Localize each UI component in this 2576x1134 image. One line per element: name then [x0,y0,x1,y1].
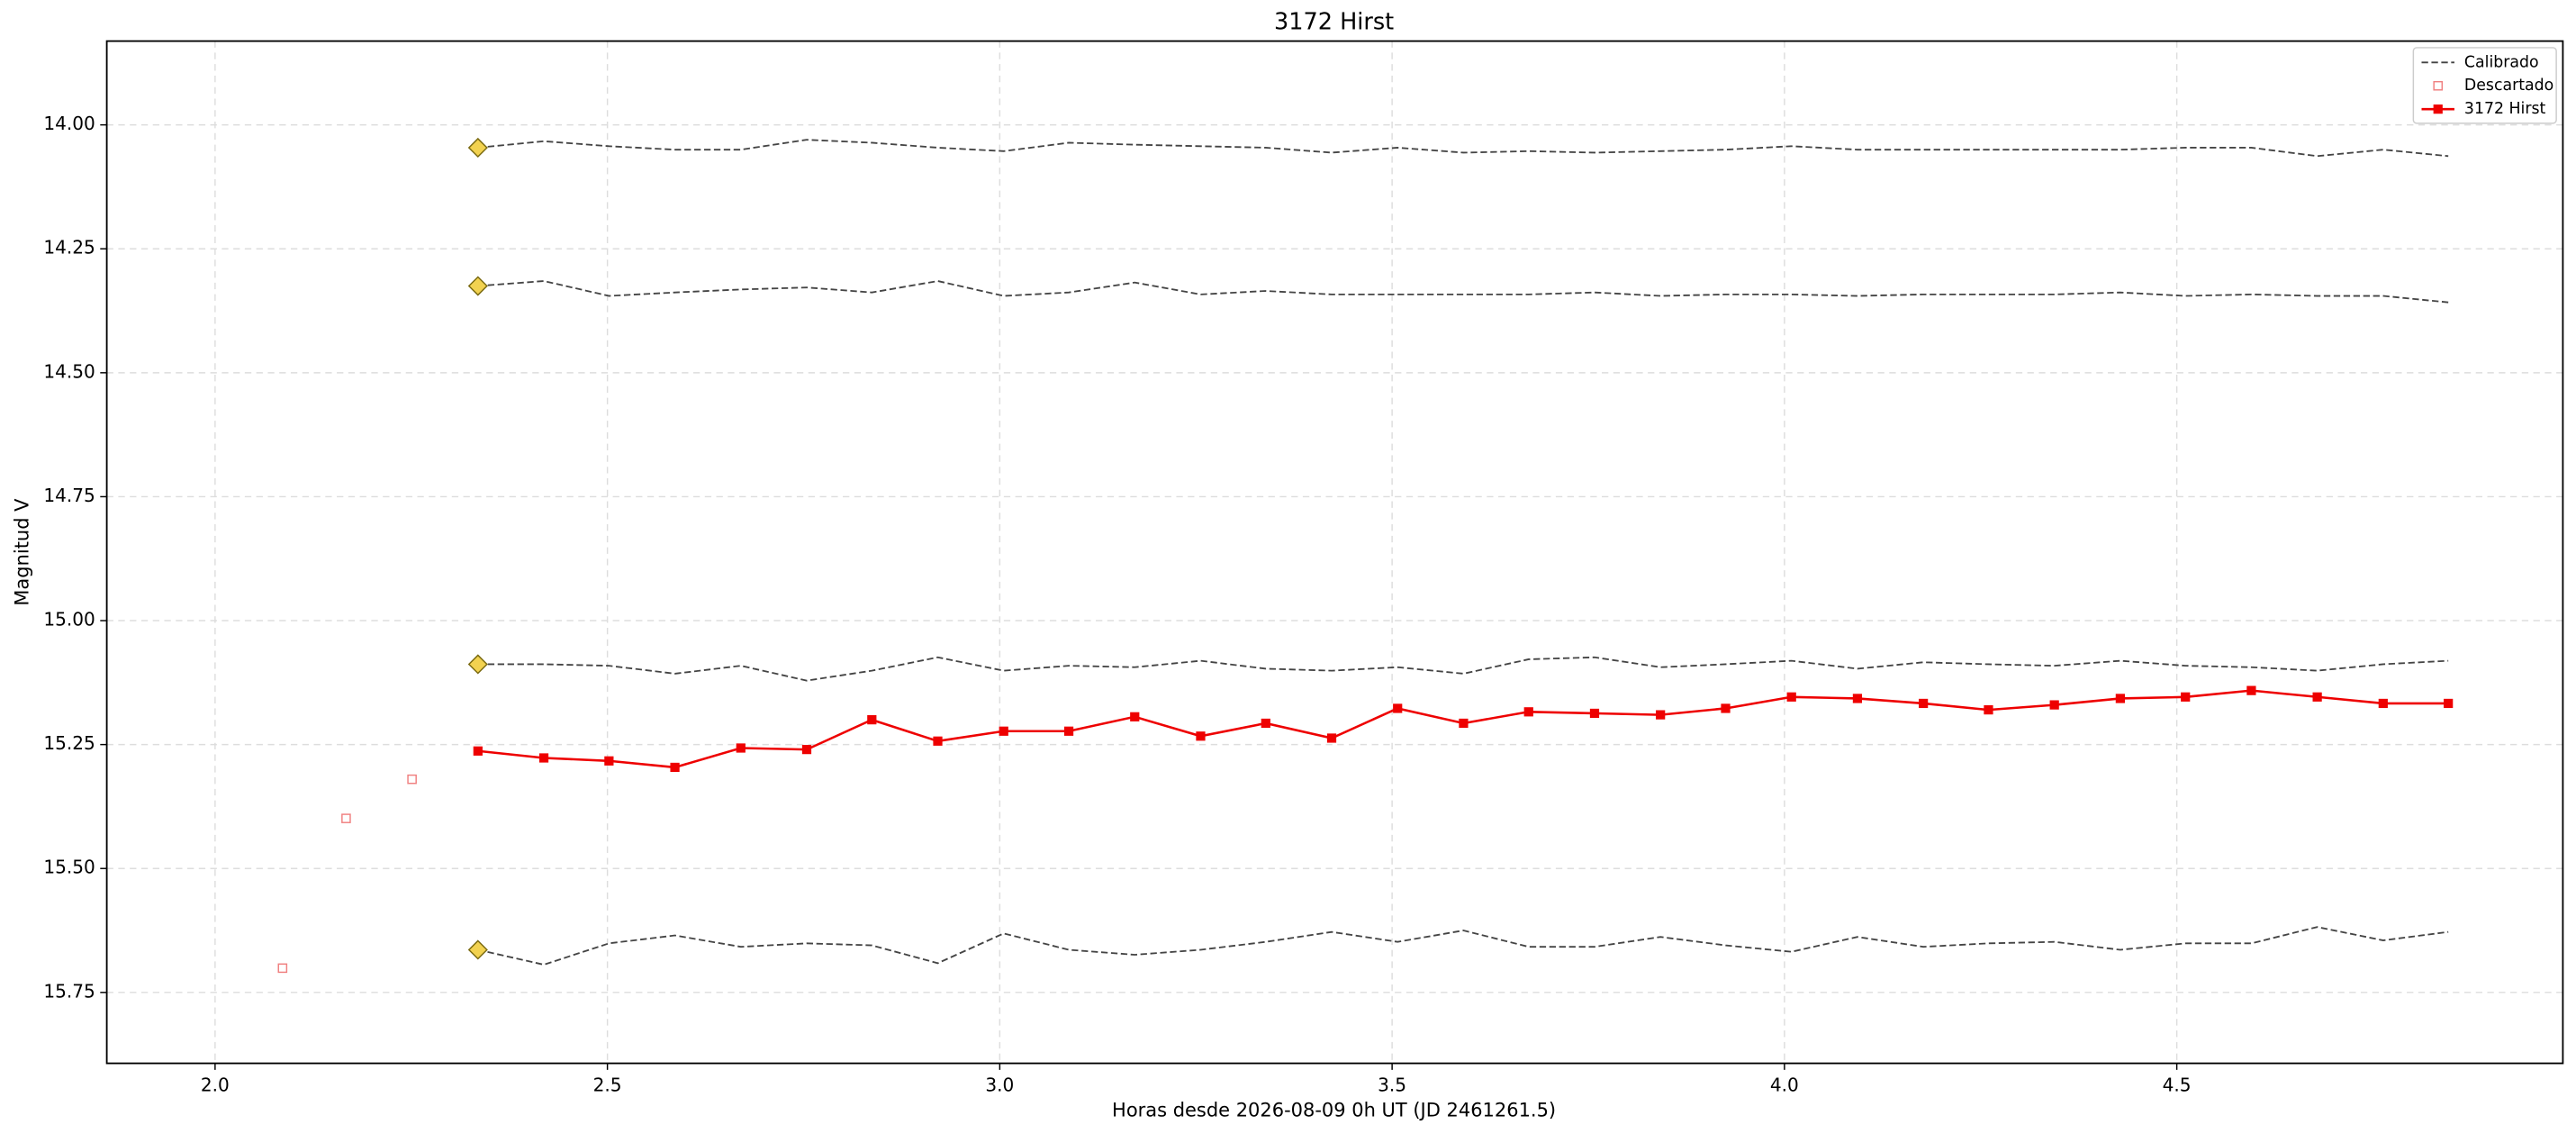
calibrated-line [477,926,2449,966]
calibrated-marker [467,939,488,960]
legend-box [2412,47,2557,124]
target-point [2312,692,2322,702]
target-point [999,726,1008,736]
target-point [1196,731,1206,741]
target-point [736,743,746,753]
x-axis-label: Horas desde 2026-08-09 0h UT (JD 2461261… [1112,1099,1556,1120]
target-point [933,736,943,746]
discarded-point [407,774,417,785]
target-point [1919,698,1929,709]
target-point [1326,733,1337,743]
y-tick-label: 15.75 [43,980,95,1002]
target-line [477,689,2449,769]
x-tick-label: 4.5 [2163,1075,2192,1096]
legend-swatch [2433,80,2444,91]
target-point [1656,710,1666,720]
legend-swatch [2433,104,2443,114]
legend-label: Descartado [2464,77,2553,95]
legend-label: 3172 Hirst [2464,100,2546,118]
calibrated-line [477,656,2449,682]
discarded-point [341,813,351,823]
calibrated-marker [467,276,488,296]
target-point [1589,708,1600,719]
target-point [801,745,812,755]
target-point [867,715,877,725]
target-point [473,746,483,756]
x-tick-label: 2.5 [593,1075,622,1096]
y-tick-label: 14.75 [43,485,95,506]
calibrated-marker [467,654,488,675]
target-point [1261,718,1270,729]
plot-frame [105,40,2564,1065]
target-point [1523,707,1533,717]
x-tick-label: 3.5 [1378,1075,1406,1096]
target-point [2049,700,2059,710]
chart-title: 3172 Hirst [1274,9,1394,36]
legend-label: Calibrado [2464,53,2539,71]
target-point [1393,703,1403,713]
target-point [1721,703,1731,713]
y-tick-label: 14.00 [43,113,95,134]
target-point [1852,694,1863,703]
target-point [2246,685,2256,695]
target-point [1984,704,1993,715]
y-tick-label: 15.50 [43,857,95,878]
y-axis-label: Magnitud V [12,498,33,606]
y-tick-label: 14.50 [43,360,95,382]
target-point [2181,692,2191,702]
target-point [1786,692,1796,702]
target-point [1459,718,1469,729]
target-point [1063,726,1074,736]
y-tick-label: 15.00 [43,609,95,631]
target-point [2378,698,2388,709]
target-point [2444,698,2454,709]
target-point [2115,694,2125,703]
discarded-point [277,963,288,974]
y-tick-label: 15.25 [43,732,95,754]
x-tick-label: 3.0 [985,1075,1014,1096]
y-tick-label: 14.25 [43,237,95,259]
x-tick-label: 4.0 [1770,1075,1799,1096]
calibrated-line [477,139,2449,158]
calibrated-marker [467,137,488,159]
x-tick-label: 2.0 [201,1075,230,1096]
target-point [670,762,680,773]
calibrated-line [477,280,2449,304]
target-point [604,756,614,766]
target-point [1130,712,1140,721]
target-point [538,753,549,763]
